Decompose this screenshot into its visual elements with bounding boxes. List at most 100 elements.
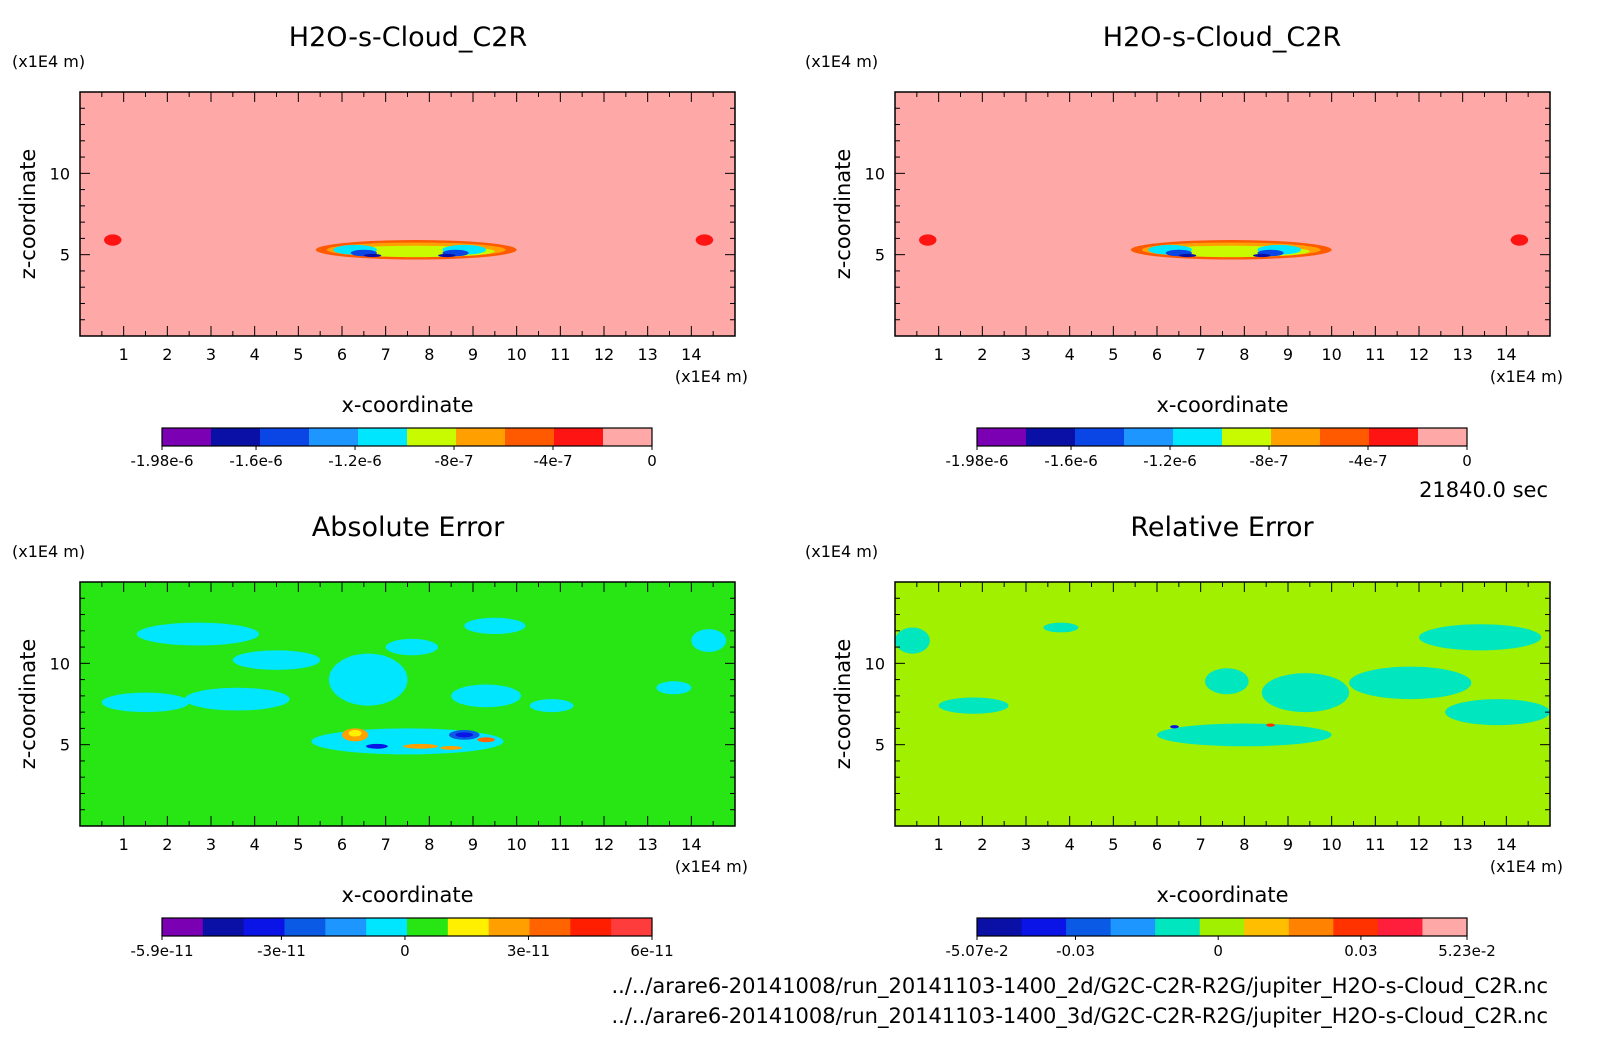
contour-region <box>1261 673 1350 713</box>
colorbar-swatch <box>456 428 506 446</box>
x-tick-label: 5 <box>293 345 303 364</box>
x-tick-label: 12 <box>1409 345 1429 364</box>
y-tick-label: 5 <box>875 736 885 755</box>
colorbar-label: -1.6e-6 <box>1044 452 1097 470</box>
x-tick-label: 9 <box>1283 835 1293 854</box>
x-tick-label: 9 <box>468 345 478 364</box>
y-axis-label: z-coordinate <box>831 149 855 280</box>
contour-region <box>529 699 574 713</box>
x-tick-label: 5 <box>1108 835 1118 854</box>
contour-region <box>1157 723 1332 747</box>
x-tick-label: 6 <box>1152 345 1162 364</box>
x-axis-label: x-coordinate <box>1156 393 1288 417</box>
colorbar-label: 0.03 <box>1344 942 1377 960</box>
x-tick-label: 4 <box>1065 345 1075 364</box>
contour-region <box>691 629 727 652</box>
contour-region <box>1266 723 1275 727</box>
colorbar-swatch <box>260 428 310 446</box>
colorbar-swatch <box>603 428 653 446</box>
contour-region <box>104 234 122 246</box>
colorbar-swatch <box>488 918 530 936</box>
colorbar-label: 0 <box>647 452 657 470</box>
chart-panel-3: Absolute Error(x1E4 m)1 2 3 4 5 6 7 8 9 10 11 12 13 1… <box>12 512 748 960</box>
y-axis-label: z-coordinate <box>16 149 40 280</box>
contour-region <box>1445 699 1550 726</box>
contour-region <box>385 638 439 656</box>
contour-region <box>1170 725 1179 729</box>
contour-region <box>363 253 382 258</box>
y-tick-label: 5 <box>60 246 70 265</box>
field-background <box>80 582 735 826</box>
y-unit-label: (x1E4 m) <box>805 542 878 561</box>
colorbar-label: -1.98e-6 <box>946 452 1009 470</box>
field-background <box>80 92 735 336</box>
x-tick-label: 3 <box>1021 835 1031 854</box>
colorbar-swatch <box>1026 428 1076 446</box>
x-tick-label: 13 <box>1452 345 1472 364</box>
y-axis-label: z-coordinate <box>16 639 40 770</box>
x-tick-label: 11 <box>1365 835 1385 854</box>
x-unit-label: (x1E4 m) <box>1490 857 1563 876</box>
colorbar-swatch <box>284 918 326 936</box>
x-tick-label: 3 <box>206 345 216 364</box>
colorbar-label: -5.9e-11 <box>131 942 194 960</box>
colorbar-swatch <box>358 428 408 446</box>
y-tick-label: 5 <box>875 246 885 265</box>
contour-region <box>1205 668 1249 695</box>
x-tick-label: 1 <box>934 345 944 364</box>
chart-panel-1: H2O-s-Cloud_C2R(x1E4 m)1 2 3 4 5 6 7 8 9 10 11 12 13… <box>12 22 748 470</box>
y-tick-label: 10 <box>865 164 885 183</box>
contour-region <box>451 684 522 708</box>
colorbar-label: -4e-7 <box>1348 452 1387 470</box>
contour-field <box>80 92 735 336</box>
colorbar-swatch <box>611 918 653 936</box>
colorbar-swatch <box>1422 918 1468 936</box>
x-axis-label: x-coordinate <box>341 393 473 417</box>
contour-field <box>80 582 735 826</box>
chart-title: Relative Error <box>1130 512 1314 543</box>
x-tick-label: 8 <box>424 835 434 854</box>
colorbar-frame <box>161 917 653 937</box>
x-tick-label: 13 <box>637 345 657 364</box>
x-tick-label: 8 <box>424 345 434 364</box>
x-tick-label: 7 <box>1196 835 1206 854</box>
colorbar-swatch <box>977 428 1027 446</box>
colorbar-swatch <box>162 918 204 936</box>
file-path-2d: ../../arare6-20141008/run_20141103-1400_… <box>612 974 1549 999</box>
colorbar-swatch <box>1369 428 1419 446</box>
x-axis-label: x-coordinate <box>1156 883 1288 907</box>
colorbar-swatch <box>529 918 571 936</box>
x-tick-label: 13 <box>1452 835 1472 854</box>
x-tick-label: 9 <box>1283 345 1293 364</box>
colorbar-swatch <box>1320 428 1370 446</box>
colorbar-swatch <box>243 918 285 936</box>
x-tick-label: 14 <box>681 835 701 854</box>
colorbar-label: -1.2e-6 <box>1143 452 1196 470</box>
chart-title: Absolute Error <box>312 512 505 543</box>
contour-region <box>184 687 290 711</box>
colorbar-swatch <box>554 428 604 446</box>
x-tick-label: 5 <box>293 835 303 854</box>
x-tick-label: 7 <box>381 835 391 854</box>
x-tick-label: 4 <box>250 835 260 854</box>
x-tick-label: 5 <box>1108 345 1118 364</box>
x-tick-label: 12 <box>594 345 614 364</box>
contour-region <box>366 743 388 749</box>
contour-region <box>328 653 408 706</box>
colorbar-label: 0 <box>1213 942 1223 960</box>
colorbar-label: -4e-7 <box>533 452 572 470</box>
colorbar-swatch <box>447 918 490 936</box>
colorbar-swatch <box>1155 918 1201 936</box>
colorbar-swatch <box>977 918 1023 936</box>
x-tick-label: 6 <box>1152 835 1162 854</box>
x-tick-label: 1 <box>119 835 129 854</box>
colorbar-label: -1.98e-6 <box>131 452 194 470</box>
colorbar-swatch <box>505 428 555 446</box>
chart-panel-2: H2O-s-Cloud_C2R(x1E4 m)1 2 3 4 5 6 7 8 9 10 11 12 13… <box>805 22 1563 470</box>
x-tick-label: 8 <box>1239 345 1249 364</box>
x-tick-label: 2 <box>162 835 172 854</box>
y-tick-label: 10 <box>50 164 70 183</box>
colorbar-swatch <box>1244 918 1290 936</box>
colorbar-label: 0 <box>400 942 410 960</box>
